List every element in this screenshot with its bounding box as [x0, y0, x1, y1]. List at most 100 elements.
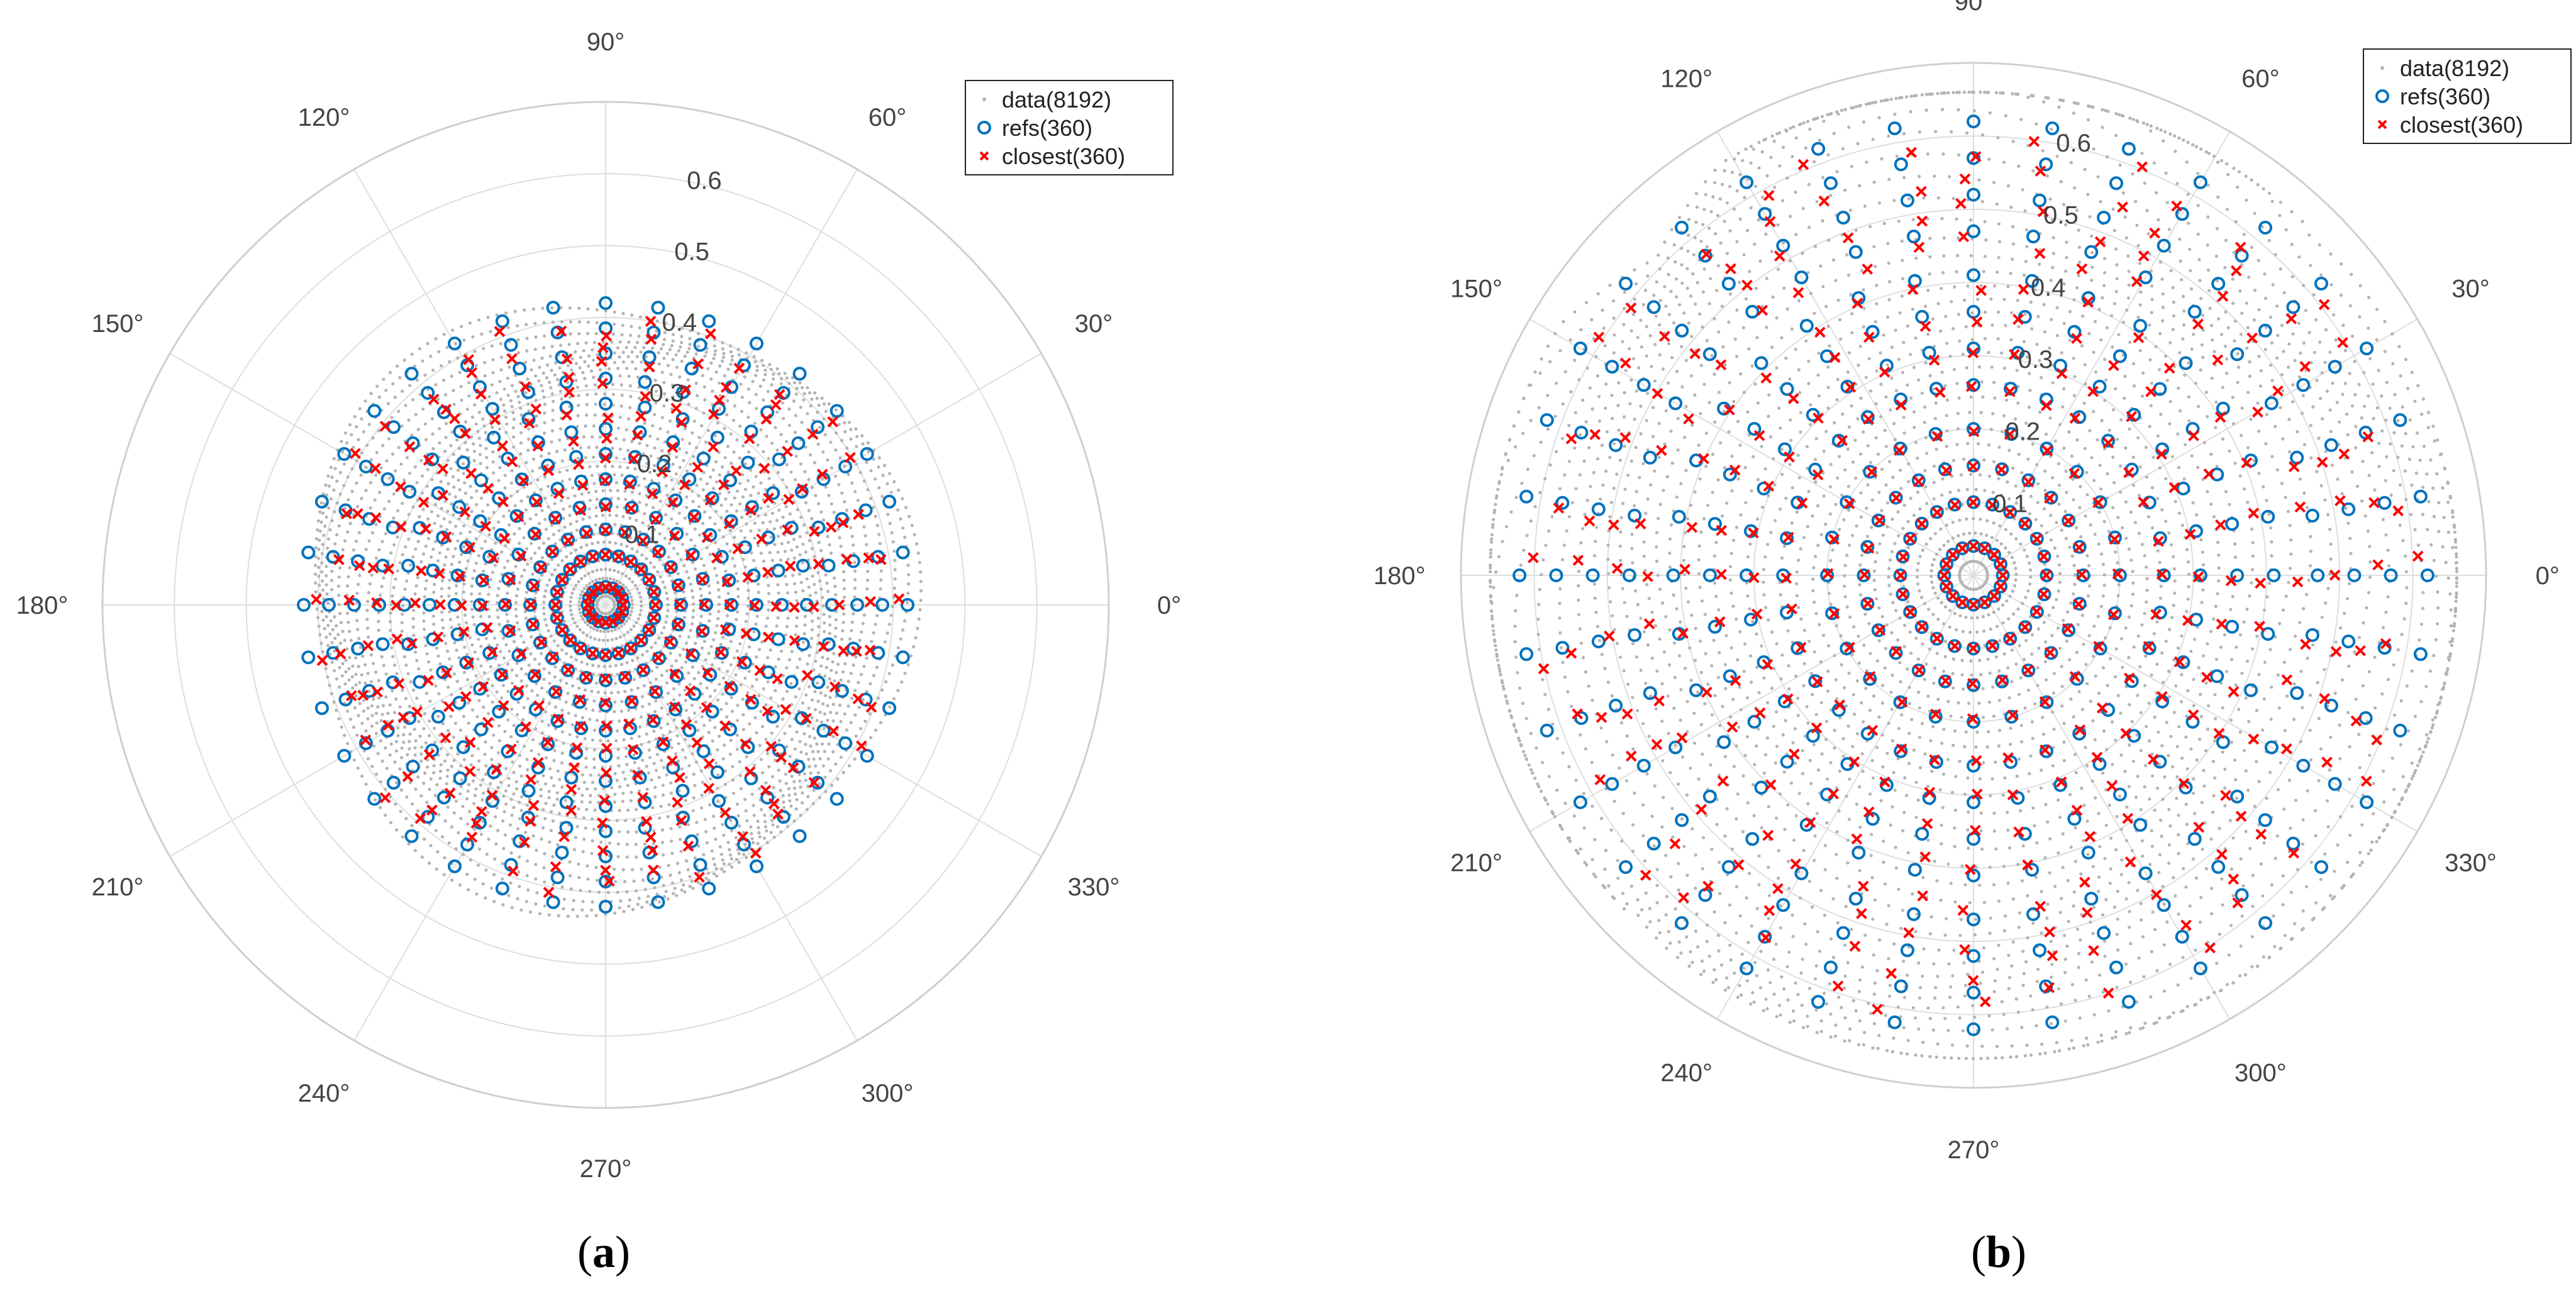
data-point	[912, 645, 916, 649]
data-point	[695, 484, 699, 487]
data-point	[486, 787, 491, 791]
data-point	[667, 452, 671, 456]
data-point	[390, 646, 394, 650]
data-point	[779, 650, 784, 653]
closest-point	[497, 440, 508, 452]
data-point	[648, 681, 652, 685]
data-point	[461, 805, 465, 809]
ref-point	[550, 611, 564, 625]
data-point	[594, 523, 597, 527]
data-point	[818, 426, 821, 429]
closest-point	[535, 562, 547, 573]
data-point	[453, 547, 457, 551]
data-point	[711, 468, 715, 472]
data-point	[343, 506, 347, 511]
closest-point	[335, 648, 347, 660]
data-point	[374, 798, 377, 802]
data-point	[767, 765, 771, 768]
data-point	[766, 390, 770, 394]
data-point	[699, 621, 702, 625]
data-point	[621, 323, 625, 327]
data-point	[460, 398, 464, 402]
data-point	[653, 528, 657, 532]
theta-tick-label: 60°	[869, 104, 907, 131]
data-point	[892, 697, 896, 700]
data-point	[447, 594, 451, 598]
data-point	[330, 588, 334, 592]
data-point	[603, 464, 607, 468]
data-point	[550, 345, 554, 348]
data-point	[388, 753, 392, 757]
data-point	[592, 757, 596, 761]
data-point	[660, 449, 664, 453]
data-point	[733, 536, 736, 540]
ref-point	[625, 501, 639, 515]
closest-point	[379, 421, 391, 432]
data-point	[614, 541, 618, 545]
data-point	[330, 660, 334, 664]
data-point	[652, 729, 656, 733]
data-point	[575, 519, 579, 523]
closest-point	[703, 782, 714, 794]
data-point	[713, 826, 716, 830]
data-point	[335, 677, 339, 681]
data-point	[465, 653, 469, 656]
data-point	[560, 397, 564, 401]
data-point	[887, 672, 891, 675]
data-point	[496, 608, 499, 612]
closest-point	[564, 563, 576, 575]
data-point	[806, 795, 810, 799]
data-point	[859, 727, 863, 731]
data-point	[593, 808, 597, 812]
closest-point	[750, 847, 762, 859]
data-point	[450, 665, 453, 668]
data-point	[388, 476, 392, 480]
data-point	[626, 708, 631, 712]
data-point	[663, 331, 667, 335]
data-point	[847, 473, 850, 477]
data-point	[540, 454, 543, 458]
data-point	[320, 551, 324, 556]
data-point	[380, 759, 384, 763]
ref-point	[882, 494, 897, 509]
data-point	[581, 900, 585, 904]
data-point	[410, 824, 414, 827]
data-point	[563, 525, 567, 529]
data-point	[793, 478, 797, 482]
data-point	[693, 544, 697, 548]
data-point	[672, 324, 676, 328]
data-point	[785, 440, 789, 443]
data-point	[603, 691, 607, 695]
data-point	[647, 771, 650, 775]
data-point	[363, 663, 367, 667]
data-point	[620, 333, 624, 336]
data-point	[335, 533, 339, 537]
data-point	[489, 886, 494, 890]
data-point	[811, 619, 814, 623]
data-point	[560, 885, 564, 889]
ref-point	[456, 455, 470, 470]
data-point	[645, 587, 649, 590]
closest-point	[333, 554, 345, 565]
data-point	[877, 456, 881, 460]
data-point	[665, 597, 669, 601]
closest-point	[637, 535, 649, 546]
data-point	[691, 489, 694, 493]
data-point	[801, 561, 804, 565]
data-point	[412, 609, 416, 612]
data-point	[536, 780, 540, 783]
data-point	[684, 660, 688, 664]
data-point	[625, 843, 629, 846]
data-point	[540, 509, 544, 512]
data-point	[1985, 578, 1989, 582]
data-point	[683, 688, 687, 692]
data-point	[631, 907, 635, 912]
closest-point	[600, 549, 611, 561]
data-point	[402, 358, 406, 362]
data-point	[719, 707, 723, 711]
data-point	[740, 516, 744, 519]
data-point	[747, 387, 750, 391]
data-point	[862, 479, 866, 483]
data-point	[537, 546, 541, 550]
data-point	[869, 497, 873, 501]
